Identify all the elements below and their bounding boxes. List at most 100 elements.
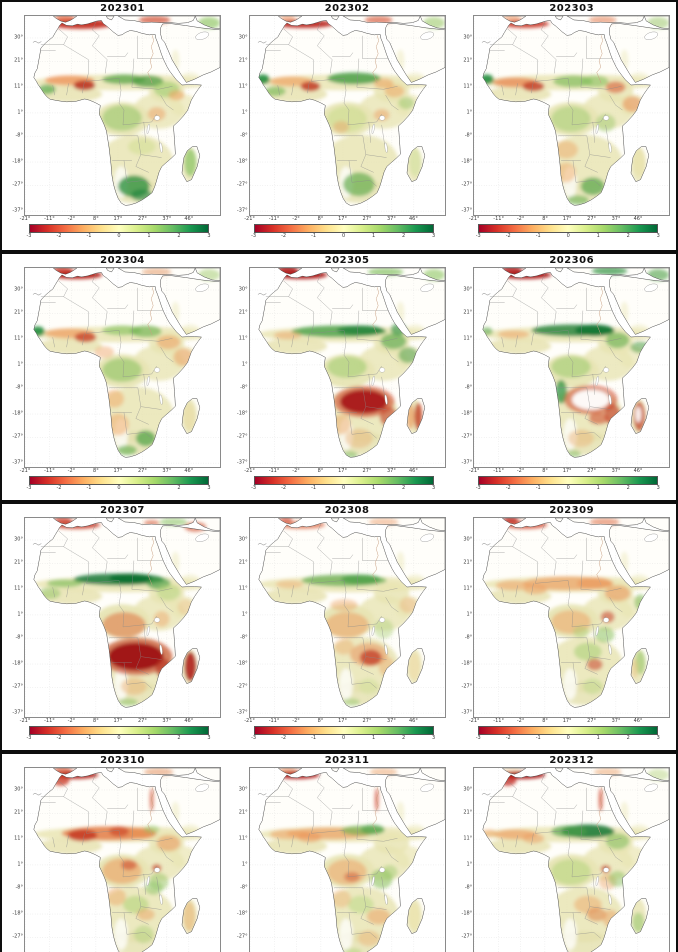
y-axis-tick-label: 21°	[463, 559, 473, 566]
y-axis-tick-label: 21°	[463, 809, 473, 816]
x-axis-tick-label: -21°	[468, 718, 480, 724]
map-panel: 202301 30° 21° 11° 1° -8° -18° -27° -37° -21° -11…	[2, 2, 227, 250]
y-axis-tick-label: 30°	[14, 536, 23, 543]
colorbar-tick-label: 1	[372, 735, 376, 741]
colorbar-tick-label: -3	[475, 233, 481, 239]
x-axis-tick-label: 17°	[338, 216, 347, 222]
y-axis-tick-label: 1°	[466, 861, 473, 868]
y-axis-tick-label: 11°	[14, 585, 23, 592]
x-axis-tick-label: 17°	[562, 718, 572, 724]
map-panel: 202309 30° 21° 11° 1° -8° -18° -27° -37° -21° -11…	[451, 504, 676, 750]
y-axis-tick-label: 1°	[466, 361, 473, 368]
panel-title: 202302	[324, 3, 370, 14]
x-axis-tick-label: -11°	[268, 216, 280, 222]
y-axis-tick-label: -27°	[461, 433, 473, 440]
map-plot: 30°21°11°1°-8°-18°-27°-37°-21°-11°-2°8°1…	[237, 15, 446, 222]
panel-title: 202305	[324, 255, 370, 266]
x-axis-tick-label: -11°	[493, 216, 504, 222]
x-axis-tick-label: 8°	[317, 216, 324, 222]
x-axis-tick-label: 46°	[408, 216, 418, 222]
y-axis-tick-label: -18°	[461, 158, 473, 165]
x-axis-tick-label: 37°	[611, 216, 621, 222]
map-plot: 30°21°11°1°-8°-18°-27°-37°-21°-11°-2°8°1…	[462, 767, 671, 952]
colorbar-tick-label: -1	[86, 485, 92, 491]
colorbar-tick-label: 2	[626, 485, 630, 491]
y-axis-tick-label: 30°	[463, 286, 473, 293]
colorbar-tick-label: 2	[177, 233, 181, 239]
x-axis-tick-label: 37°	[387, 718, 396, 724]
map-plot: 30°21°11°1°-8°-18°-27°-37°-21°-11°-2°8°1…	[12, 517, 221, 724]
y-axis-tick-label: 11°	[463, 335, 473, 342]
panel-title: 202312	[549, 755, 595, 766]
x-axis-tick-label: 8°	[317, 468, 324, 474]
colorbar-ticks: -3 -2 -1 0 1 2 3	[251, 233, 435, 241]
x-axis-tick-label: 27°	[137, 468, 147, 474]
colorbar-tick-label: 3	[656, 233, 660, 239]
x-axis-tick-label: 8°	[93, 216, 99, 222]
y-axis-tick-label: 21°	[14, 309, 23, 316]
y-axis-tick-label: -18°	[236, 910, 248, 917]
x-axis-tick-label: 27°	[137, 216, 147, 222]
x-axis-tick-label: 46°	[184, 468, 194, 474]
y-axis-tick-label: -27°	[236, 181, 248, 188]
y-axis-tick-label: 1°	[17, 361, 23, 368]
colorbar-tick-label: 3	[656, 735, 660, 741]
y-axis-tick-label: -37°	[236, 709, 248, 716]
y-axis-tick-label: -8°	[240, 634, 248, 641]
panel-title: 202310	[100, 755, 145, 766]
y-axis-tick-label: 21°	[463, 309, 473, 316]
africa-anomaly-map	[249, 16, 445, 215]
figure-row: 202310 30°21°11°1°-8°-18°-27°-37°-21°-11…	[0, 752, 678, 952]
y-axis-tick-label: -37°	[236, 459, 248, 466]
colorbar-tick-label: 1	[372, 485, 376, 491]
map-plot: 30°21°11°1°-8°-18°-27°-37°-21°-11°-2°8°1…	[462, 517, 671, 724]
africa-anomaly-map	[25, 16, 220, 215]
x-axis-tick-label: -2°	[516, 718, 525, 724]
x-axis-tick-label: 46°	[184, 718, 194, 724]
x-axis-tick-label: -2°	[67, 718, 76, 724]
y-axis-tick-label: 21°	[238, 809, 248, 816]
colorbar-tick-label: 0	[566, 735, 570, 741]
colorbar-ticks: -3 -2 -1 0 1 2 3	[27, 735, 211, 743]
y-axis-tick-label: 11°	[463, 585, 473, 592]
y-axis-tick-label: -18°	[236, 410, 248, 417]
x-axis-tick-label: -21°	[19, 468, 31, 474]
y-axis-tick-label: 30°	[238, 786, 248, 793]
x-axis-tick-label: -2°	[516, 216, 525, 222]
panel-title: 202309	[549, 505, 595, 516]
colorbar-ticks: -3 -2 -1 0 1 2 3	[251, 735, 435, 743]
colorbar-tick-label: -2	[505, 735, 511, 741]
map-panel: 202303 30° 21° 11° 1° -8° -18° -27° -37° -21° -11…	[451, 2, 676, 250]
y-axis-tick-label: 1°	[241, 109, 248, 116]
colorbar-tick-label: 1	[596, 233, 600, 239]
colorbar-tick-label: -3	[251, 735, 257, 741]
colorbar-tick-label: -3	[475, 485, 481, 491]
y-axis-tick-label: 1°	[241, 861, 248, 868]
colorbar-tick-label: -3	[475, 735, 481, 741]
colorbar-tick-label: 0	[342, 735, 346, 741]
x-axis-tick-label: -2°	[292, 216, 300, 222]
y-axis-tick-label: -18°	[236, 158, 248, 165]
y-axis-tick-label: -8°	[464, 634, 473, 641]
x-axis-tick-label: -11°	[268, 718, 280, 724]
y-axis-tick-label: 30°	[14, 786, 23, 793]
x-axis-tick-label: -2°	[292, 468, 300, 474]
y-axis-tick-label: 11°	[14, 83, 23, 90]
panel-title: 202303	[549, 3, 595, 14]
y-axis-tick-label: -37°	[461, 459, 473, 466]
x-axis-tick-label: -21°	[19, 216, 31, 222]
y-axis-tick-label: 21°	[14, 559, 23, 566]
colorbar-tick-label: 0	[342, 233, 346, 239]
colorbar-tick-label: -1	[535, 485, 541, 491]
y-axis-tick-label: 1°	[17, 611, 23, 618]
x-axis-tick-label: 46°	[633, 718, 643, 724]
x-axis-tick-label: 27°	[137, 718, 147, 724]
y-axis-tick-label: -27°	[461, 181, 473, 188]
x-axis-tick-label: -21°	[468, 216, 480, 222]
colorbar-tick-label: -3	[251, 233, 257, 239]
y-axis-tick-label: 1°	[17, 109, 23, 116]
y-axis-tick-label: 30°	[463, 536, 473, 543]
africa-anomaly-map	[25, 518, 220, 717]
x-axis-tick-label: 37°	[387, 468, 396, 474]
colorbar-tick-label: 3	[207, 233, 211, 239]
